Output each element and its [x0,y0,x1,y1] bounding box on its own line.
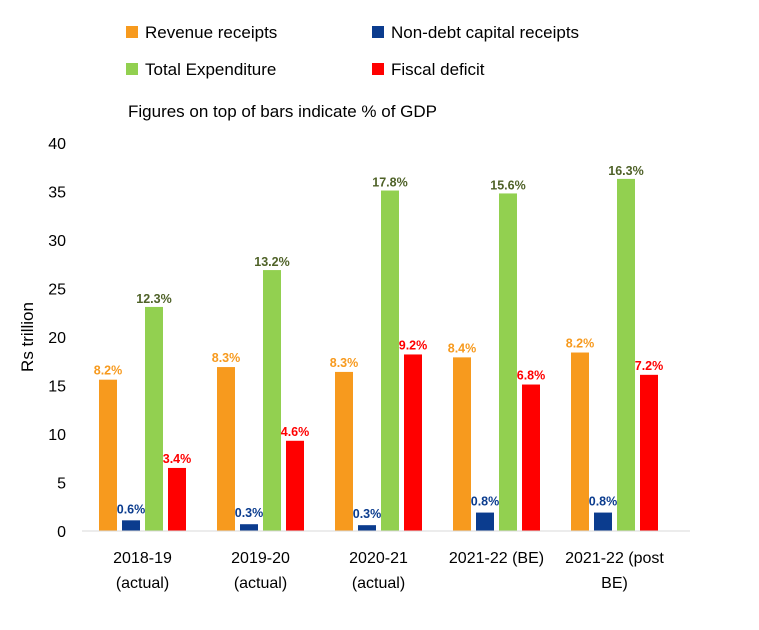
bar [522,384,540,531]
data-label: 0.8% [471,495,500,509]
data-label: 0.3% [353,507,382,521]
legend-label: Fiscal deficit [391,60,485,79]
data-label: 8.2% [566,337,595,351]
data-label: 9.2% [399,338,428,352]
x-tick-label: 2021-22 (BE) [449,550,544,567]
data-label: 0.6% [117,502,146,516]
data-label: 8.2% [94,364,123,378]
bar [286,440,304,531]
legend-label: Revenue receipts [145,23,277,42]
bar [168,467,186,531]
bar [217,367,235,531]
bar [263,270,281,531]
y-tick-label: 20 [48,330,66,347]
legend-swatch [372,26,384,38]
y-axis: 0 5 10 15 20 25 30 35 40 [48,136,66,541]
bar [358,525,376,531]
data-label: 13.2% [254,255,289,269]
data-label: 8.3% [330,356,359,370]
bar [381,190,399,531]
chart-note: Figures on top of bars indicate % of GDP [128,102,437,121]
bar [335,371,353,531]
bar [594,512,612,531]
y-axis-label: Rs trillion [18,302,37,372]
legend-swatch [372,63,384,75]
bar [99,379,117,531]
y-tick-label: 10 [48,427,66,444]
bar [122,520,140,531]
legend-swatch [126,63,138,75]
data-label: 8.3% [212,351,241,365]
data-label: 0.8% [589,495,618,509]
data-label: 4.6% [281,425,310,439]
y-tick-label: 0 [57,524,66,541]
data-label: 6.8% [517,369,546,383]
data-label: 16.3% [608,164,643,178]
y-tick-label: 5 [57,476,66,493]
y-tick-label: 40 [48,136,66,153]
x-tick-label: 2018-19 [113,550,172,567]
data-label: 3.4% [163,452,192,466]
data-label: 17.8% [372,176,407,190]
x-axis: 2018-19 (actual) 2019-20 (actual) 2020-21 (ac… [82,530,690,592]
y-tick-label: 15 [48,379,66,396]
x-tick-label: BE) [601,575,628,592]
legend-swatch [126,26,138,38]
bar [571,352,589,531]
x-tick-label: (actual) [234,575,287,592]
data-label: 0.3% [235,506,264,520]
x-tick-label: 2020-21 [349,550,408,567]
bar [240,524,258,531]
bars: 8.2% 0.6% 12.3% 3.4% 8.3% 0.3% 13.2% 4.6% 8.3% 0.… [94,164,664,531]
y-tick-label: 35 [48,185,66,202]
bar [499,193,517,531]
legend-label: Total Expenditure [145,60,276,79]
x-tick-label: 2021-22 (post [565,550,664,567]
y-tick-label: 30 [48,233,66,250]
bar [453,357,471,531]
bar [476,512,494,531]
bar [640,374,658,531]
legend: Revenue receipts Non-debt capital receipt… [126,23,579,79]
bar [404,354,422,531]
data-label: 12.3% [136,292,171,306]
x-tick-label: (actual) [352,575,405,592]
legend-label: Non-debt capital receipts [391,23,579,42]
bar [617,178,635,531]
bar [145,306,163,531]
data-label: 7.2% [635,359,664,373]
data-label: 8.4% [448,341,477,355]
data-label: 15.6% [490,178,525,192]
x-tick-label: (actual) [116,575,169,592]
x-tick-label: 2019-20 [231,550,290,567]
y-tick-label: 25 [48,282,66,299]
